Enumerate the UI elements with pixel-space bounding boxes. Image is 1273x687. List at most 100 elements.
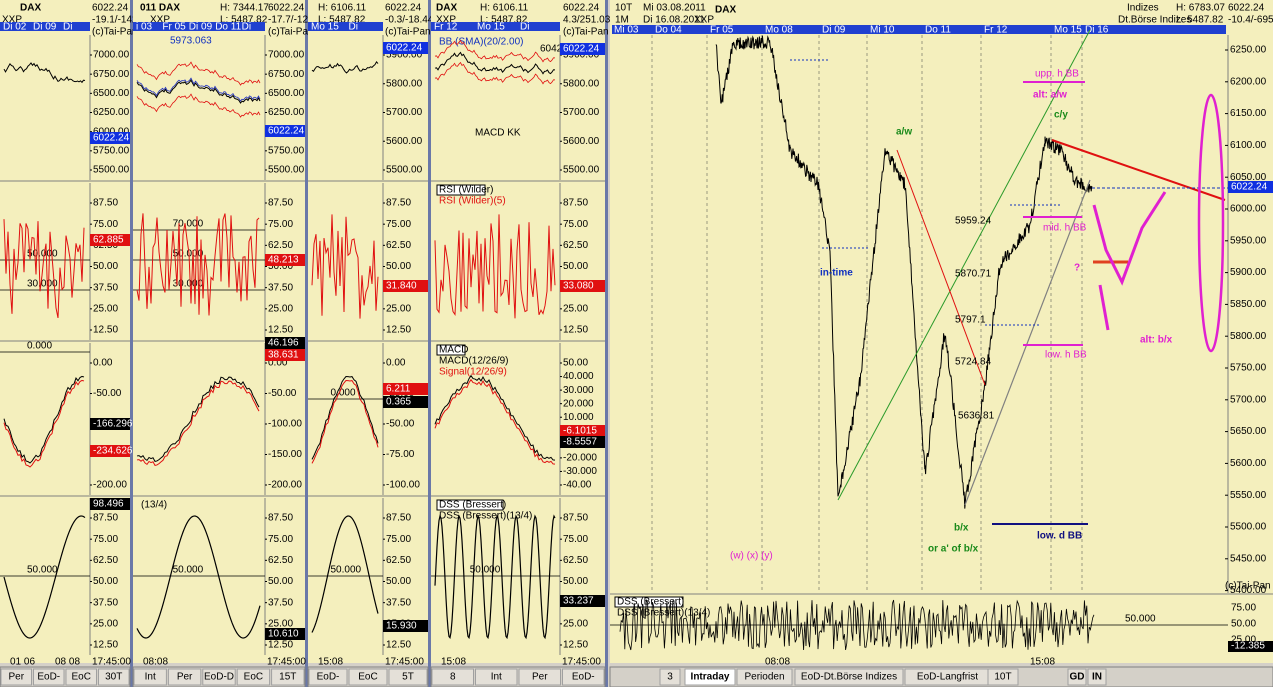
axis-label: 25.00	[563, 618, 588, 629]
tab-label[interactable]: 15T	[279, 672, 296, 683]
tab-label[interactable]: IN	[1092, 672, 1102, 683]
value-box	[265, 349, 305, 361]
tab-label[interactable]: EoD-	[572, 672, 595, 683]
time-label: 08 08	[55, 657, 80, 668]
annotation: 5870.71	[955, 269, 992, 280]
line-plot	[311, 515, 379, 633]
tab[interactable]	[167, 668, 202, 686]
panel-title-box	[436, 184, 486, 196]
panel-title-box	[436, 344, 466, 356]
axis-label: 12.50	[268, 640, 293, 651]
axis-label: 37.50	[386, 597, 411, 608]
axis-label: 6200.00	[1230, 76, 1267, 87]
tab[interactable]	[659, 668, 681, 686]
header-text: L: 5487.82	[318, 15, 366, 26]
axis-label: 6000.00	[93, 126, 130, 137]
annotation: alt: b/x	[1140, 335, 1173, 346]
time-label: 08:08	[143, 657, 168, 668]
axis-label: 37.50	[93, 282, 118, 293]
tab[interactable]	[518, 668, 561, 686]
tab-label[interactable]: GD	[1070, 672, 1085, 683]
header-text: 6022.24	[268, 3, 305, 14]
value-box	[265, 125, 305, 137]
tab-label[interactable]: Perioden	[744, 672, 784, 683]
tab[interactable]	[98, 668, 130, 686]
tab-label[interactable]: Per	[8, 672, 24, 683]
tab-label[interactable]: 8	[450, 672, 456, 683]
tab-label[interactable]: 30T	[105, 672, 122, 683]
note: 5973.063	[170, 36, 212, 47]
date-label: Di	[520, 22, 529, 33]
line-plot	[311, 376, 379, 460]
panel-title: MACD	[439, 345, 468, 356]
tab-label[interactable]: EoC	[358, 672, 377, 683]
value-box-text: 6022.24	[386, 43, 423, 54]
annotation: 5724.84	[955, 357, 992, 368]
axis-label: 12.50	[268, 325, 293, 336]
date-label: Di 09	[33, 22, 57, 33]
line-plot	[136, 93, 261, 118]
tab-label[interactable]: EoD-D	[204, 672, 234, 683]
tab[interactable]	[562, 668, 605, 686]
tab[interactable]	[475, 668, 518, 686]
line-plot	[434, 514, 556, 640]
date-label: i 03	[136, 22, 153, 33]
value-box-text: 6022.24	[563, 44, 600, 55]
value-box	[1228, 181, 1273, 193]
axis-label: 37.50	[93, 597, 118, 608]
tab-label[interactable]: EoC	[72, 672, 91, 683]
tab-label[interactable]: Int	[491, 672, 502, 683]
tab[interactable]	[987, 668, 1019, 686]
axis-label: 50.00	[563, 358, 588, 369]
line-plot	[3, 379, 85, 468]
line-plot	[311, 380, 379, 464]
value-box	[1228, 641, 1273, 652]
value-box-text: 6022.24	[93, 133, 130, 144]
tab[interactable]	[308, 668, 348, 686]
tab-label[interactable]: Per	[532, 672, 548, 683]
axis-label: 5800.00	[1230, 331, 1267, 342]
tab-label[interactable]: Intraday	[691, 672, 730, 683]
tab[interactable]	[1087, 668, 1107, 686]
tab[interactable]	[202, 668, 236, 686]
axis-label: 75.00	[268, 534, 293, 545]
value-box-text: 31.840	[386, 281, 417, 292]
tab-label[interactable]: EoD-Dt.Börse Indizes	[801, 672, 897, 683]
axis-label: 5600.00	[386, 136, 423, 147]
axis-label: 6000.00	[1230, 204, 1267, 215]
tab[interactable]	[684, 668, 736, 686]
tab-label[interactable]: Int	[145, 672, 156, 683]
header-text: DAX	[715, 5, 736, 16]
tab[interactable]	[0, 668, 32, 686]
tab[interactable]	[794, 668, 904, 686]
tab-label[interactable]: 3	[667, 672, 673, 683]
tab[interactable]	[65, 668, 97, 686]
axis-label: 50.00	[386, 576, 411, 587]
header-text: XXP	[436, 15, 456, 26]
line-plot	[3, 515, 86, 639]
axis-label: 6250.00	[1230, 45, 1267, 56]
tab[interactable]	[348, 668, 388, 686]
tab-label[interactable]: EoC	[244, 672, 263, 683]
tab[interactable]	[236, 668, 271, 686]
tab-label[interactable]: EoD-	[37, 672, 60, 683]
value-box	[560, 280, 605, 292]
tab[interactable]	[1067, 668, 1087, 686]
tab[interactable]	[736, 668, 793, 686]
panel-title: DSS (Bressert)(13/4)	[617, 608, 710, 619]
tab-label[interactable]: 5T	[402, 672, 414, 683]
tab-label[interactable]: Per	[177, 672, 193, 683]
tab[interactable]	[133, 668, 167, 686]
axis-label: 25.00	[268, 303, 293, 314]
axis-label: 87.50	[93, 198, 118, 209]
axis-label: 87.50	[386, 198, 411, 209]
tab-label[interactable]: EoD-Langfrist	[917, 672, 978, 683]
tab[interactable]	[388, 668, 428, 686]
tab[interactable]	[271, 668, 305, 686]
axis-label: 25.00	[93, 303, 118, 314]
tab-label[interactable]: EoD-	[317, 672, 340, 683]
axis-label: 5900.00	[1230, 267, 1267, 278]
tab[interactable]	[33, 668, 65, 686]
tab[interactable]	[431, 668, 474, 686]
tab-label[interactable]: 10T	[994, 672, 1011, 683]
